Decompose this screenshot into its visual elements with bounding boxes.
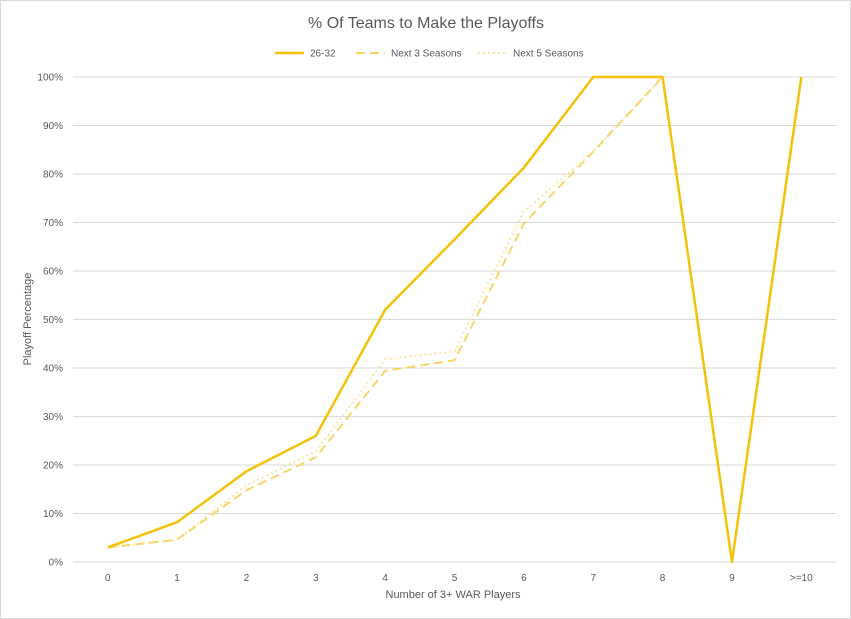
legend-label-1: Next 3 Seasons bbox=[391, 49, 462, 60]
x-tick-label: 8 bbox=[660, 573, 666, 584]
series-line-0 bbox=[107, 75, 803, 564]
series-line-2 bbox=[107, 76, 803, 563]
x-axis-label: Number of 3+ WAR Players bbox=[386, 589, 521, 601]
y-tick-label: 80% bbox=[43, 170, 63, 181]
y-tick-label: 0% bbox=[49, 558, 64, 569]
y-tick-label: 50% bbox=[43, 315, 63, 326]
y-axis-ticks: 0% 10% 20% 30% 40% 50% 60% 70% 80% 90% 100% bbox=[37, 73, 63, 569]
y-tick-label: 60% bbox=[43, 267, 63, 278]
y-tick-label: 100% bbox=[37, 73, 63, 84]
series-lines bbox=[107, 75, 803, 564]
legend: 26-32 Next 3 Seasons Next 5 Seasons bbox=[275, 49, 584, 60]
x-tick-label: 1 bbox=[174, 573, 180, 584]
y-tick-label: 20% bbox=[43, 461, 63, 472]
x-tick-label: 3 bbox=[313, 573, 319, 584]
x-tick-label: 5 bbox=[452, 573, 458, 584]
x-tick-label: 4 bbox=[382, 573, 388, 584]
legend-label-0: 26-32 bbox=[310, 49, 336, 60]
x-tick-label: 7 bbox=[590, 573, 596, 584]
x-axis-ticks: 0 1 2 3 4 5 6 7 8 9 >=10 bbox=[105, 573, 813, 584]
gridlines bbox=[73, 76, 836, 563]
legend-label-2: Next 5 Seasons bbox=[513, 49, 584, 60]
y-tick-label: 70% bbox=[43, 218, 63, 229]
y-tick-label: 90% bbox=[43, 121, 63, 132]
x-tick-label: 2 bbox=[244, 573, 250, 584]
y-tick-label: 30% bbox=[43, 412, 63, 423]
x-tick-label: 9 bbox=[729, 573, 735, 584]
chart-title: % Of Teams to Make the Playoffs bbox=[308, 15, 544, 32]
y-tick-label: 10% bbox=[43, 509, 63, 520]
x-tick-label: 0 bbox=[105, 573, 111, 584]
x-tick-label: 6 bbox=[521, 573, 527, 584]
y-tick-label: 40% bbox=[43, 364, 63, 375]
x-tick-label: >=10 bbox=[790, 573, 813, 584]
y-axis-label: Playoff Percentage bbox=[22, 273, 34, 366]
